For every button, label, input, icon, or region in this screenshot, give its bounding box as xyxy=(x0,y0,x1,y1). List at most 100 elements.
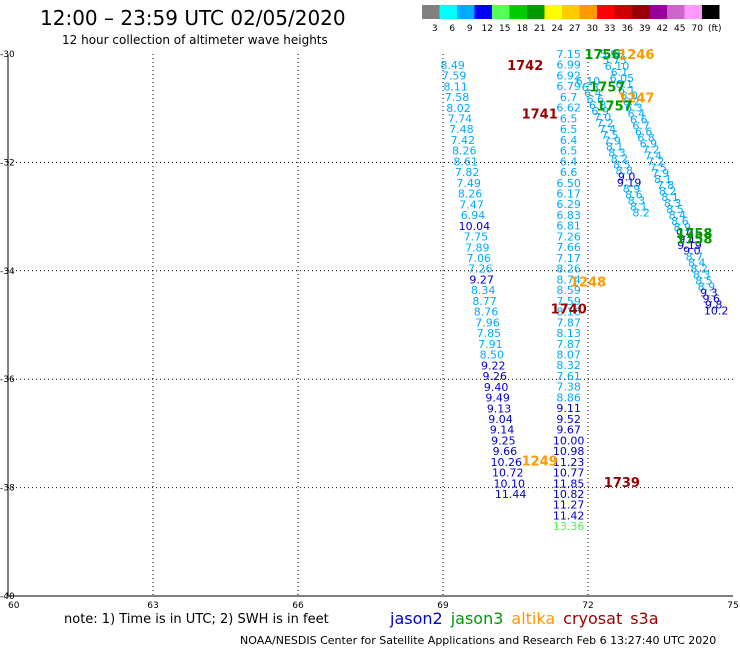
colorbar-swatch xyxy=(492,5,510,19)
swh-value: 10.72 xyxy=(492,467,524,480)
swh-value: 9.66 xyxy=(493,445,518,458)
swh-value: 6.4 xyxy=(560,134,578,147)
swh-value: 11.44 xyxy=(495,488,527,501)
swh-value: 9.22 xyxy=(481,359,506,372)
swh-value: 6.92 xyxy=(556,69,581,82)
swh-value: 7.0 xyxy=(594,111,612,124)
swh-value: 11.85 xyxy=(553,477,585,490)
swh-value: 7.06 xyxy=(467,252,492,265)
swh-value: 10.82 xyxy=(553,488,585,501)
swh-value: 8.86 xyxy=(556,391,581,404)
colorbar-swatch xyxy=(702,5,720,19)
colorbar-swatch xyxy=(422,5,440,19)
swh-value: 11.27 xyxy=(553,499,585,512)
legend-s3a: s3a xyxy=(630,609,659,628)
lat-tick-label: -38 xyxy=(0,484,15,494)
swh-value: 6.0 xyxy=(620,90,638,103)
lat-tick-label: -34 xyxy=(0,267,15,277)
track-time-label: 1742 xyxy=(507,59,543,74)
colorbar-label: 45 xyxy=(674,24,685,34)
swh-value: 10.00 xyxy=(553,434,585,447)
swh-value: 8.49 xyxy=(440,59,465,72)
swh-value: 11.23 xyxy=(553,456,585,469)
swh-value: 7.2 xyxy=(642,143,660,156)
lon-tick-label: 75 xyxy=(727,601,738,610)
colorbar-swatch xyxy=(579,5,597,19)
track-time-label: 1741 xyxy=(522,108,558,123)
swh-value: 6.99 xyxy=(556,59,581,72)
colorbar-label: 70 xyxy=(692,24,704,34)
swh-value: 8.4 xyxy=(688,257,706,270)
lat-tick-label: -32 xyxy=(0,158,15,168)
swh-value: 9.1 xyxy=(678,233,696,246)
footer-credit: NOAA/NESDIS Center for Satellite Applica… xyxy=(240,634,717,647)
colorbar-swatch xyxy=(562,5,580,19)
swh-value: 7.49 xyxy=(456,177,481,190)
colorbar-label: 30 xyxy=(587,24,599,34)
swh-value: 6.2 xyxy=(623,96,641,109)
swh-value: 7.4 xyxy=(645,149,663,162)
swh-value: 9.0 xyxy=(676,227,694,240)
swh-value: 6.3 xyxy=(625,102,643,115)
swh-value: 7.74 xyxy=(448,112,473,125)
swh-value: 8.9 xyxy=(623,182,641,195)
swh-value: 7.87 xyxy=(556,338,581,351)
colorbar-swatch xyxy=(439,5,457,19)
swh-value: 6.6 xyxy=(635,126,653,139)
swh-value: 7.75 xyxy=(464,231,489,244)
swh-value: 8.2 xyxy=(611,153,629,166)
swh-value: 7.82 xyxy=(455,166,480,179)
swh-value: 8.1 xyxy=(630,200,648,213)
swh-value: 8.32 xyxy=(556,359,581,372)
track-1741: 7.156.996.926.796.76.626.56.56.46.56.46.… xyxy=(522,48,585,533)
colorbar: 3 6 9 12 15 18 21 24 27 30 33 36 39 42 45 70 (ft) xyxy=(422,5,722,34)
swh-value: 8.1 xyxy=(654,173,672,186)
time-label: 1758 xyxy=(676,227,712,242)
colorbar-label: 9 xyxy=(467,24,473,34)
colorbar-swatch xyxy=(597,5,615,19)
swh-value: 6.05 xyxy=(610,72,635,85)
swh-value: 7.8 xyxy=(657,179,675,192)
lon-tick-label: 66 xyxy=(292,601,304,610)
swh-value: 8.34 xyxy=(471,284,496,297)
swh-value: 8.76 xyxy=(474,306,499,319)
colorbar-swatch xyxy=(527,5,545,19)
swh-value: 8.5 xyxy=(695,275,713,288)
legend-jason2: jason2 xyxy=(390,609,443,628)
swh-value: 8.26 xyxy=(556,263,581,276)
swh-value: 8.61 xyxy=(453,155,478,168)
swh-value: 10.04 xyxy=(459,220,491,233)
time-label: 1248 xyxy=(570,276,606,291)
swh-value: 8.9 xyxy=(698,281,716,294)
swh-value: 10.26 xyxy=(491,456,523,469)
swh-value: 9.3 xyxy=(700,286,718,299)
swh-value: 13.36 xyxy=(553,520,585,533)
time-label: 1247 xyxy=(618,91,654,106)
colorbar-label: 12 xyxy=(482,24,493,34)
swh-value: 7.59 xyxy=(442,70,467,83)
swh-value: 6.50 xyxy=(556,177,581,190)
swh-value: 6.5 xyxy=(560,123,578,136)
colorbar-swatch xyxy=(544,5,562,19)
colorbar-swatch xyxy=(509,5,527,19)
swh-value: 8.16 xyxy=(556,306,581,319)
colorbar-label: 36 xyxy=(622,24,634,34)
swh-value: 6.1 xyxy=(618,84,636,97)
swh-value: 7.9 xyxy=(652,167,670,180)
swh-value: 7.58 xyxy=(445,91,470,104)
swh-value: 8.59 xyxy=(556,284,581,297)
swh-value: 6.6 xyxy=(587,93,605,106)
swh-value: 6.8 xyxy=(589,99,607,112)
lon-tick-label: 69 xyxy=(437,601,449,610)
colorbar-label: 15 xyxy=(499,24,510,34)
swh-value: 7.48 xyxy=(449,123,474,136)
swh-value: 6.83 xyxy=(556,209,581,222)
swh-value: 6.8 xyxy=(637,131,655,144)
colorbar-swatch xyxy=(684,5,702,19)
lat-tick-label: -36 xyxy=(0,375,15,385)
swh-value: 6.81 xyxy=(556,220,581,233)
swh-value: 6.1 xyxy=(611,66,629,79)
swh-value: 8.3 xyxy=(628,194,646,207)
swh-value: 8.7 xyxy=(686,251,704,264)
swh-value: 8.1 xyxy=(661,191,679,204)
